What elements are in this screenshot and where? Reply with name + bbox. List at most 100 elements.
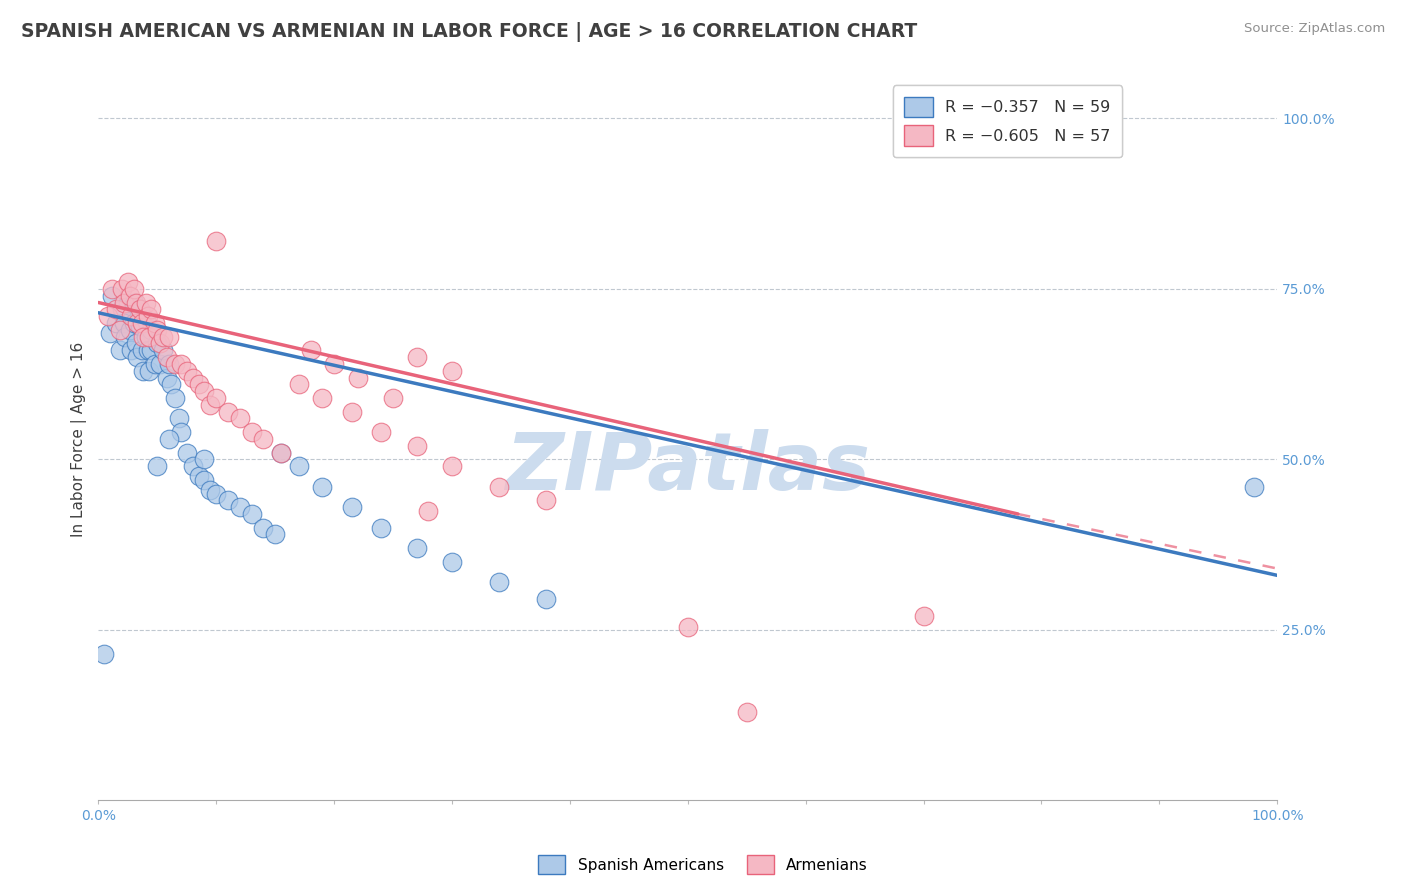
Point <box>105 316 128 330</box>
Point <box>176 364 198 378</box>
Point <box>735 705 758 719</box>
Point <box>229 500 252 515</box>
Point <box>536 493 558 508</box>
Point <box>160 377 183 392</box>
Point <box>270 445 292 459</box>
Point <box>132 329 155 343</box>
Point <box>287 377 309 392</box>
Point <box>146 459 169 474</box>
Point <box>193 452 215 467</box>
Point <box>120 289 142 303</box>
Point <box>149 357 172 371</box>
Point <box>187 377 209 392</box>
Point <box>340 405 363 419</box>
Point <box>122 282 145 296</box>
Point <box>167 411 190 425</box>
Point <box>128 302 150 317</box>
Point <box>370 425 392 439</box>
Point <box>134 295 156 310</box>
Point <box>120 323 142 337</box>
Point <box>200 483 222 497</box>
Point <box>187 469 209 483</box>
Text: ZIPatlas: ZIPatlas <box>505 429 870 507</box>
Point <box>101 282 124 296</box>
Point <box>146 336 169 351</box>
Point <box>405 439 427 453</box>
Point <box>405 541 427 555</box>
Point <box>112 295 135 310</box>
Point <box>252 520 274 534</box>
Point <box>163 357 186 371</box>
Point <box>136 343 159 358</box>
Point <box>120 343 142 358</box>
Point <box>181 459 204 474</box>
Point <box>127 316 149 330</box>
Point <box>676 619 699 633</box>
Point <box>157 432 180 446</box>
Point <box>488 480 510 494</box>
Point <box>157 329 180 343</box>
Text: SPANISH AMERICAN VS ARMENIAN IN LABOR FORCE | AGE > 16 CORRELATION CHART: SPANISH AMERICAN VS ARMENIAN IN LABOR FO… <box>21 22 917 42</box>
Point <box>127 350 149 364</box>
Point <box>163 391 186 405</box>
Point <box>205 486 228 500</box>
Point <box>143 316 166 330</box>
Point <box>323 357 346 371</box>
Point <box>152 343 174 358</box>
Text: Source: ZipAtlas.com: Source: ZipAtlas.com <box>1244 22 1385 36</box>
Point <box>205 391 228 405</box>
Point <box>193 473 215 487</box>
Point <box>134 329 156 343</box>
Point <box>93 647 115 661</box>
Point <box>311 480 333 494</box>
Point <box>143 357 166 371</box>
Point <box>488 575 510 590</box>
Point <box>105 302 128 317</box>
Point <box>382 391 405 405</box>
Point <box>141 302 163 317</box>
Point <box>270 445 292 459</box>
Point <box>131 343 153 358</box>
Point <box>217 405 239 419</box>
Point <box>418 503 440 517</box>
Point <box>264 527 287 541</box>
Point <box>117 275 139 289</box>
Point <box>1243 480 1265 494</box>
Point <box>131 316 153 330</box>
Point <box>156 370 179 384</box>
Point <box>287 459 309 474</box>
Point <box>122 295 145 310</box>
Point <box>125 336 148 351</box>
Point <box>136 309 159 323</box>
Point <box>120 309 142 323</box>
Point <box>146 323 169 337</box>
Point <box>152 329 174 343</box>
Point <box>122 316 145 330</box>
Point <box>252 432 274 446</box>
Point <box>141 323 163 337</box>
Point <box>229 411 252 425</box>
Point <box>128 319 150 334</box>
Point <box>170 357 193 371</box>
Point <box>108 343 131 358</box>
Point <box>114 329 136 343</box>
Point <box>170 425 193 439</box>
Point <box>111 282 134 296</box>
Point <box>117 295 139 310</box>
Point <box>181 370 204 384</box>
Point <box>111 302 134 317</box>
Point <box>205 234 228 248</box>
Point <box>112 316 135 330</box>
Point <box>311 391 333 405</box>
Point <box>134 312 156 326</box>
Point <box>101 289 124 303</box>
Point <box>440 364 463 378</box>
Point <box>97 309 120 323</box>
Point <box>176 445 198 459</box>
Y-axis label: In Labor Force | Age > 16: In Labor Force | Age > 16 <box>72 342 87 537</box>
Point <box>149 336 172 351</box>
Point <box>108 323 131 337</box>
Point <box>193 384 215 399</box>
Point <box>240 425 263 439</box>
Point <box>138 329 160 343</box>
